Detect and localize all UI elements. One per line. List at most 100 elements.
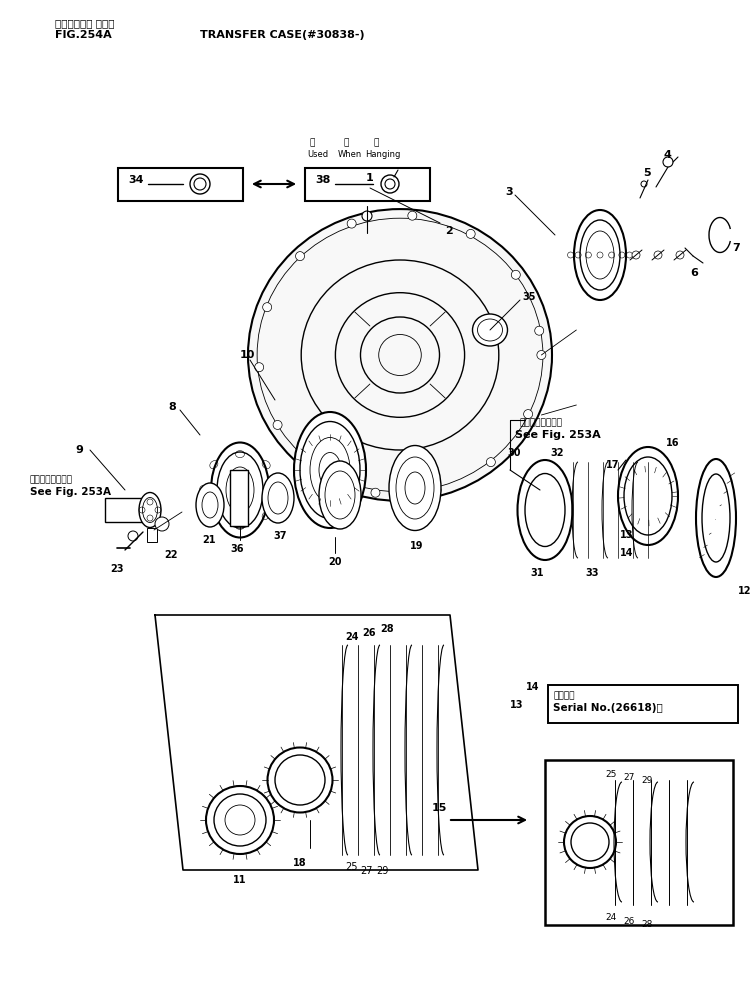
Text: TRANSFER CASE(#30838-): TRANSFER CASE(#30838-) [200, 30, 364, 40]
Circle shape [537, 350, 546, 359]
Circle shape [128, 531, 138, 541]
Ellipse shape [618, 447, 678, 545]
Text: 31: 31 [530, 568, 544, 578]
Text: 量: 量 [310, 138, 315, 147]
Circle shape [273, 421, 282, 430]
Text: 7: 7 [732, 243, 740, 253]
Text: 9: 9 [75, 445, 83, 455]
Ellipse shape [319, 461, 361, 529]
Circle shape [654, 251, 662, 259]
Circle shape [466, 230, 476, 239]
Text: 第２５３Ａ図参照: 第２５３Ａ図参照 [30, 475, 73, 484]
Ellipse shape [389, 446, 441, 531]
Text: FIG.254A: FIG.254A [55, 30, 112, 40]
Circle shape [663, 157, 673, 167]
Text: 適用号機: 適用号機 [553, 691, 575, 700]
Text: 30: 30 [507, 448, 520, 458]
Ellipse shape [518, 460, 572, 560]
Text: 備: 備 [343, 138, 349, 147]
Text: 26: 26 [362, 628, 376, 638]
Text: 36: 36 [230, 544, 243, 554]
Circle shape [432, 485, 441, 495]
Text: 1: 1 [366, 173, 374, 183]
Text: 37: 37 [273, 531, 287, 541]
Text: 26: 26 [623, 917, 634, 926]
Text: 19: 19 [410, 541, 423, 551]
Text: 38: 38 [315, 175, 330, 185]
Ellipse shape [696, 459, 736, 577]
Text: 34: 34 [128, 175, 144, 185]
Circle shape [632, 251, 640, 259]
Bar [545, 760, 733, 925]
Text: 32: 32 [550, 448, 563, 458]
Bar [147, 528, 157, 542]
Text: 24: 24 [345, 632, 358, 642]
Text: 11: 11 [234, 875, 246, 885]
Text: 28: 28 [380, 624, 394, 634]
Text: トランスファ ケース: トランスファ ケース [55, 18, 114, 28]
Circle shape [362, 211, 372, 221]
Text: 3: 3 [505, 187, 513, 197]
Text: 35: 35 [522, 292, 535, 302]
Circle shape [524, 410, 533, 419]
Circle shape [511, 270, 520, 279]
Text: When: When [338, 150, 362, 159]
Circle shape [534, 327, 544, 336]
Circle shape [407, 211, 417, 220]
Text: Hanging: Hanging [365, 150, 401, 159]
Text: 23: 23 [110, 564, 123, 574]
Circle shape [190, 174, 210, 194]
Text: See Fig. 253A: See Fig. 253A [515, 430, 601, 440]
Bar [548, 685, 738, 723]
Bar [230, 470, 248, 526]
Text: 28: 28 [641, 920, 652, 929]
Ellipse shape [574, 210, 626, 300]
Circle shape [381, 175, 399, 193]
Text: 27: 27 [360, 866, 373, 876]
Ellipse shape [206, 786, 274, 854]
Circle shape [296, 251, 305, 260]
Text: 22: 22 [164, 550, 178, 560]
Ellipse shape [139, 492, 161, 528]
Circle shape [314, 465, 324, 474]
Text: 17: 17 [606, 460, 619, 470]
Text: 時: 時 [373, 138, 378, 147]
Text: 27: 27 [623, 773, 634, 782]
Text: 24: 24 [605, 913, 616, 922]
Text: 25: 25 [605, 770, 616, 779]
Text: 第２５３Ａ図参照: 第２５３Ａ図参照 [520, 418, 563, 427]
Circle shape [486, 457, 495, 466]
Text: 8: 8 [168, 402, 175, 412]
Text: 29: 29 [641, 776, 652, 785]
Text: 10: 10 [240, 350, 256, 360]
Text: 13: 13 [620, 530, 634, 540]
Text: 14: 14 [620, 548, 634, 558]
Ellipse shape [262, 473, 294, 523]
Text: 33: 33 [585, 568, 599, 578]
Ellipse shape [564, 816, 616, 868]
Text: 25: 25 [345, 862, 358, 872]
Text: 21: 21 [202, 535, 215, 545]
Text: 4: 4 [663, 150, 671, 160]
Text: 16: 16 [666, 438, 680, 448]
Bar [305, 168, 430, 201]
Text: 2: 2 [445, 226, 453, 236]
Circle shape [255, 362, 264, 371]
Text: 14: 14 [526, 682, 540, 692]
Text: 15: 15 [432, 803, 448, 813]
Circle shape [347, 219, 356, 228]
Bar [118, 168, 243, 201]
Ellipse shape [196, 483, 224, 527]
Ellipse shape [248, 209, 552, 501]
Ellipse shape [294, 412, 366, 528]
Text: 20: 20 [328, 557, 342, 567]
Text: Serial No.(26618)～: Serial No.(26618)～ [553, 703, 663, 713]
Text: See Fig. 253A: See Fig. 253A [30, 487, 111, 497]
Circle shape [371, 488, 380, 497]
Circle shape [262, 303, 271, 312]
Circle shape [676, 251, 684, 259]
Text: Used: Used [307, 150, 328, 159]
Text: 12: 12 [738, 586, 751, 596]
Ellipse shape [268, 747, 333, 813]
Text: 5: 5 [643, 168, 651, 178]
